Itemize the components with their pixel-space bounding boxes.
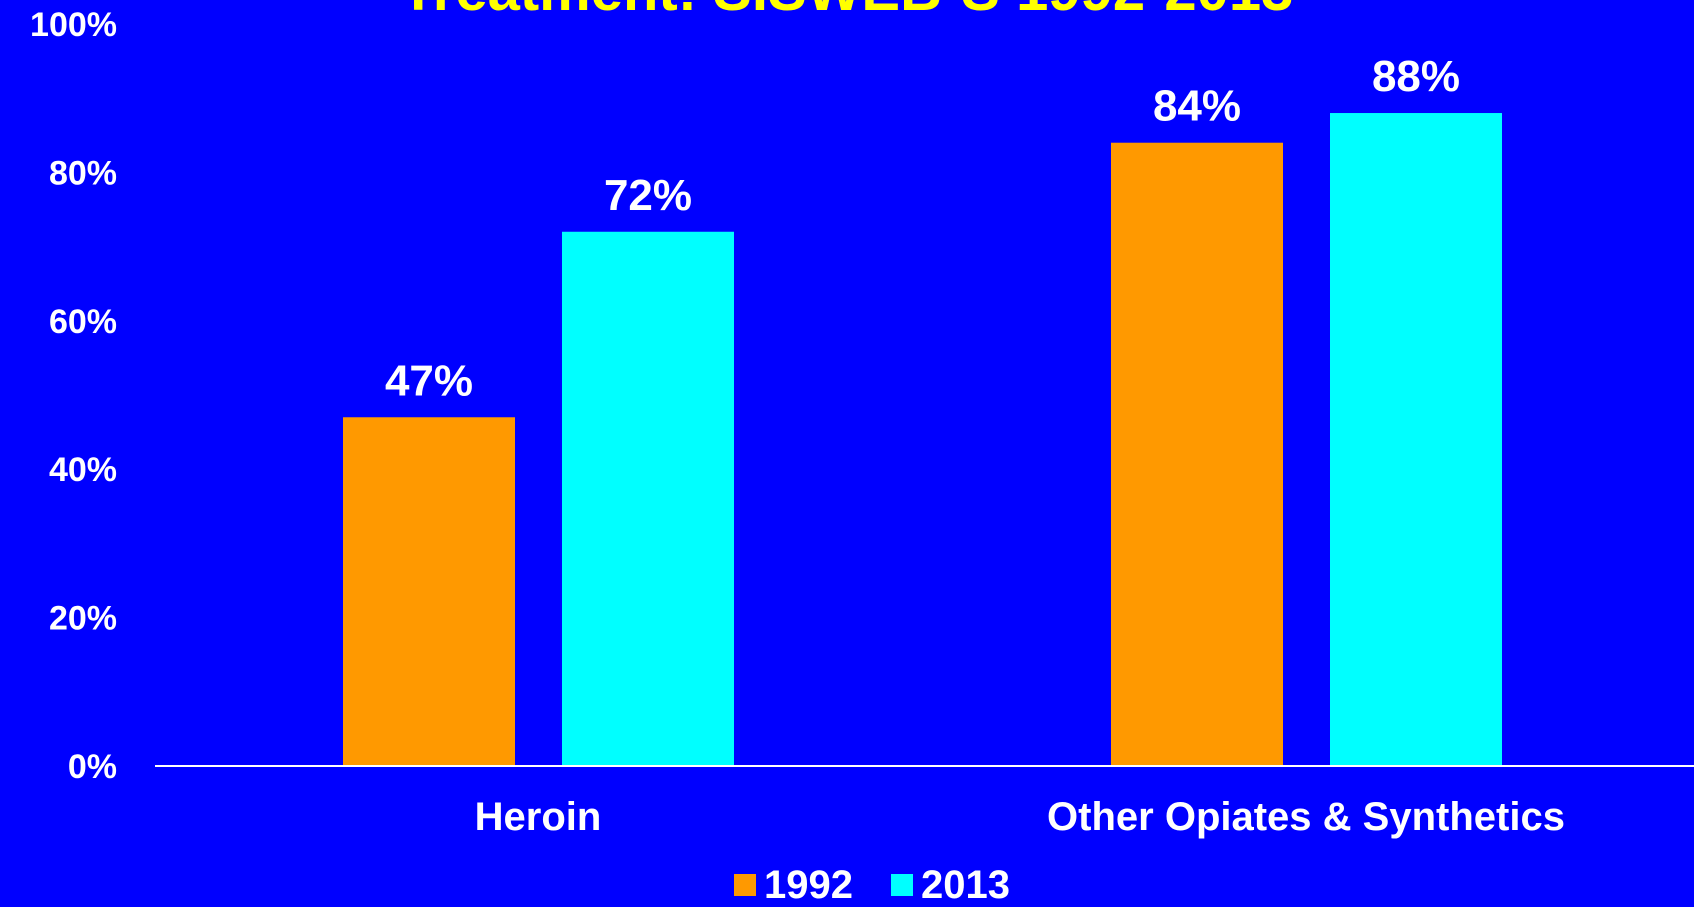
- bar-2013: [562, 231, 734, 766]
- data-labels: 47% 72% 84% 88%: [385, 52, 1460, 405]
- data-label: 47%: [385, 356, 473, 405]
- y-tick-label: 40%: [49, 451, 117, 489]
- legend: 1992 2013: [734, 863, 1010, 907]
- legend-label-1992: 1992: [764, 863, 853, 907]
- x-category-label: Heroin: [475, 795, 602, 839]
- x-category-label: Other Opiates & Synthetics: [1047, 795, 1565, 839]
- data-label: 72%: [604, 171, 692, 220]
- bar-1992: [343, 417, 515, 766]
- data-label: 84%: [1153, 82, 1241, 131]
- legend-swatch-1992: [734, 874, 756, 896]
- bars: [343, 113, 1502, 767]
- legend-label-2013: 2013: [921, 863, 1010, 907]
- y-tick-label: 80%: [49, 154, 117, 192]
- legend-swatch-2013: [891, 874, 913, 896]
- bar-2013: [1330, 113, 1502, 767]
- y-tick-label: 60%: [49, 303, 117, 341]
- y-tick-label: 0%: [68, 748, 117, 786]
- x-axis-category-labels: Heroin Other Opiates & Synthetics: [475, 795, 1565, 839]
- bar-1992: [1111, 142, 1283, 767]
- data-label: 88%: [1372, 52, 1460, 101]
- y-axis-ticks: 0% 20% 40% 60% 80% 100%: [30, 6, 117, 786]
- chart-title-cropped: Treatment: SISWEB-S 1992-2013: [401, 0, 1294, 23]
- y-tick-label: 20%: [49, 600, 117, 638]
- y-tick-label: 100%: [30, 6, 117, 44]
